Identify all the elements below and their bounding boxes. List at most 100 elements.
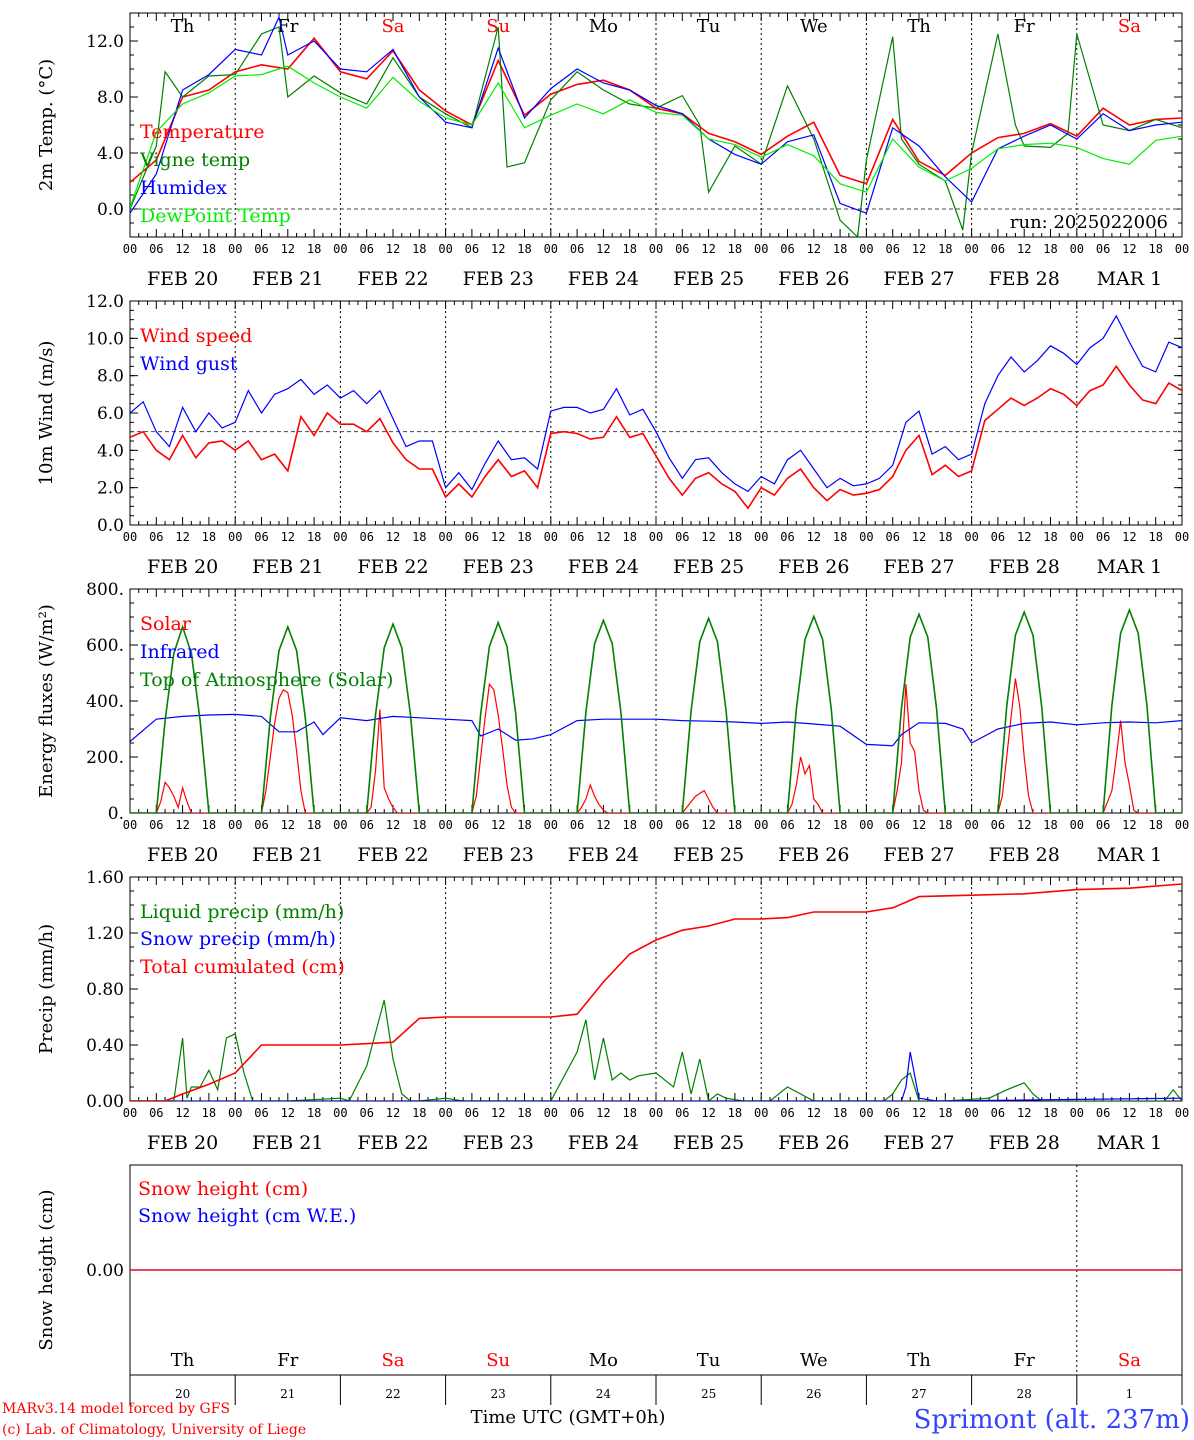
hour-tick-label: 06 [465, 1106, 479, 1120]
hour-tick-label: 00 [333, 818, 347, 832]
hour-tick-label: 00 [754, 242, 768, 256]
legend-entry: Snow height (cm W.E.) [138, 1205, 356, 1227]
y-axis-label: 10m Wind (m/s) [36, 341, 57, 486]
hour-tick-label: 00 [333, 242, 347, 256]
series-line-wind-gust [130, 314, 1182, 493]
legend-entry: Snow precip (mm/h) [140, 928, 336, 950]
hour-tick-label: 18 [1148, 530, 1162, 544]
hour-tick-label: 12 [596, 1106, 610, 1120]
y-tick-label: 2.0 [97, 479, 124, 499]
y-tick-label: 0.00 [86, 1261, 124, 1281]
hour-tick-label: 06 [465, 530, 479, 544]
series-line-vigne-temp [130, 26, 1182, 237]
legend-entry: Humidex [140, 177, 227, 199]
day-number-label: 27 [911, 1387, 926, 1401]
panel-3: 00 06 12 18 00 06 12 18 00 06 12 18 00 06 12 18 00 06 12 18… [36, 580, 1189, 866]
hour-tick-label: 00 [123, 1106, 137, 1120]
y-tick-label: 12.0 [86, 32, 124, 52]
hour-tick-label: 00 [544, 818, 558, 832]
y-tick-label: 0.0 [97, 200, 124, 220]
day-number-label: 25 [701, 1387, 716, 1401]
y-tick-label: 4.0 [97, 144, 124, 164]
hour-tick-label: 00 [228, 530, 242, 544]
hour-tick-label: 06 [359, 530, 373, 544]
hour-tick-label: 00 [964, 818, 978, 832]
day-number-label: 23 [491, 1387, 506, 1401]
hour-tick-label: 18 [622, 1106, 636, 1120]
hour-tick-label: 18 [1148, 1106, 1162, 1120]
day-abbr-label: Fr [277, 1350, 298, 1371]
date-tick-label: FEB 20 [147, 556, 218, 578]
hour-tick-label: 12 [807, 530, 821, 544]
hour-tick-label: 18 [517, 1106, 531, 1120]
hour-tick-label: 00 [859, 1106, 873, 1120]
y-tick-label: 1.20 [86, 924, 124, 944]
series-line-infrared [130, 713, 1182, 747]
hour-tick-label: 06 [254, 1106, 268, 1120]
date-tick-label: FEB 21 [252, 1132, 323, 1154]
hour-tick-label: 06 [1096, 242, 1110, 256]
date-tick-label: FEB 21 [252, 844, 323, 866]
hour-tick-label: 00 [438, 818, 452, 832]
legend-entry: Snow height (cm) [138, 1178, 308, 1200]
hour-tick-label: 12 [1017, 530, 1031, 544]
date-tick-label: FEB 20 [147, 844, 218, 866]
day-abbr-label: Th [907, 1350, 931, 1371]
date-tick-label: FEB 27 [883, 268, 954, 290]
day-abbr-label: Th [171, 1350, 195, 1371]
hour-tick-label: 00 [544, 242, 558, 256]
hour-tick-label: 06 [149, 1106, 163, 1120]
day-abbr-label: Su [486, 1350, 510, 1371]
date-tick-label: FEB 28 [989, 844, 1060, 866]
day-abbr-label: We [800, 1350, 828, 1371]
hour-tick-label: 18 [1043, 1106, 1057, 1120]
hour-tick-label: 12 [491, 818, 505, 832]
date-tick-label: FEB 24 [568, 268, 639, 290]
hour-tick-label: 06 [465, 818, 479, 832]
y-axis-label: Snow height (cm) [36, 1189, 57, 1350]
hour-tick-label: 18 [412, 530, 426, 544]
hour-tick-label: 12 [281, 530, 295, 544]
day-number-label: 21 [280, 1387, 295, 1401]
hour-tick-label: 06 [1096, 530, 1110, 544]
date-tick-label: MAR 1 [1097, 268, 1163, 290]
hour-tick-label: 06 [570, 242, 584, 256]
hour-tick-label: 12 [491, 530, 505, 544]
hour-tick-label: 18 [1148, 818, 1162, 832]
series-line-solar [130, 678, 1182, 813]
y-tick-label: 8.0 [97, 367, 124, 387]
hour-tick-label: 00 [228, 242, 242, 256]
hour-tick-label: 18 [833, 1106, 847, 1120]
date-tick-label: FEB 28 [989, 556, 1060, 578]
hour-tick-label: 00 [438, 1106, 452, 1120]
series-line-snow-precip-mm-h- [130, 1051, 1182, 1101]
hour-tick-label: 12 [807, 1106, 821, 1120]
hour-tick-label: 06 [780, 530, 794, 544]
day-abbr-label: Su [486, 16, 510, 37]
day-abbr-label: Sa [381, 16, 404, 37]
hour-tick-label: 06 [675, 818, 689, 832]
series-line-total-cumulated-cm- [130, 883, 1182, 1101]
hour-tick-label: 18 [728, 818, 742, 832]
hour-tick-label: 12 [175, 530, 189, 544]
hour-tick-label: 18 [517, 530, 531, 544]
y-axis-label: Precip (mm/h) [36, 924, 57, 1054]
run-label: run: 2025022006 [1010, 212, 1168, 233]
hour-tick-label: 06 [359, 1106, 373, 1120]
hour-tick-label: 18 [622, 818, 636, 832]
date-tick-label: FEB 21 [252, 556, 323, 578]
hour-tick-label: 00 [438, 242, 452, 256]
date-tick-label: FEB 28 [989, 268, 1060, 290]
day-abbr-label: Sa [1118, 1350, 1141, 1371]
series-line-dewpoint-temp [130, 65, 1182, 208]
hour-tick-label: 06 [675, 242, 689, 256]
hour-tick-label: 12 [281, 818, 295, 832]
hour-tick-label: 06 [991, 242, 1005, 256]
hour-tick-label: 12 [175, 242, 189, 256]
hour-tick-label: 18 [307, 242, 321, 256]
hour-tick-label: 12 [912, 530, 926, 544]
date-tick-label: FEB 28 [989, 1132, 1060, 1154]
day-abbr-label: Tu [697, 16, 721, 37]
y-tick-label: 12.0 [86, 292, 124, 312]
